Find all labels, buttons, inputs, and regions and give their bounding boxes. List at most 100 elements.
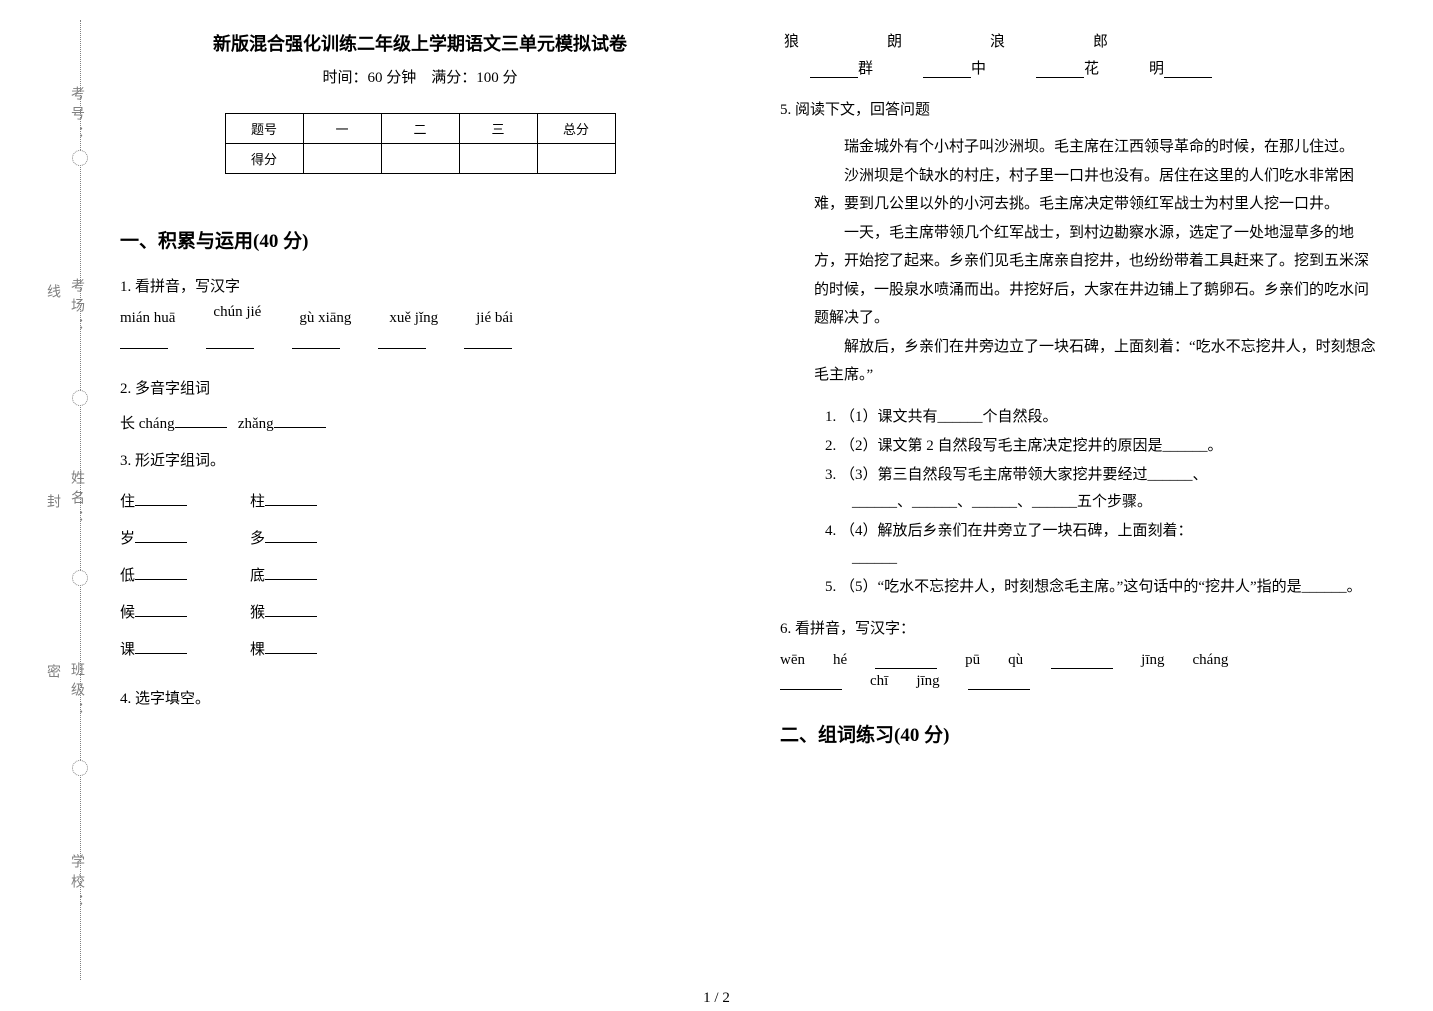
blank[interactable]: [1164, 64, 1212, 78]
score-h3: 三: [459, 114, 537, 144]
suffix: 群: [858, 57, 873, 78]
pinyin: xuě jǐng: [389, 310, 438, 327]
blank[interactable]: [265, 603, 317, 617]
ring-icon: [72, 760, 88, 776]
score-row-label: 得分: [225, 144, 303, 174]
q3-cell: 候: [120, 601, 250, 622]
q3-grid: 住 柱 岁 多 低 底 候 猴 课 棵: [120, 484, 720, 665]
blank[interactable]: [206, 333, 254, 349]
pinyin: jié bái: [476, 310, 513, 327]
char: 候: [120, 605, 135, 621]
sub-q: （4）解放后乡亲们在井旁立了一块石碑，上面刻着： ______: [840, 518, 1380, 572]
char: 低: [120, 568, 135, 584]
sub-text: （4）解放后乡亲们在井旁立了一块石碑，上面刻着：: [840, 523, 1193, 539]
q5-reading: 瑞金城外有个小村子叫沙洲坝。毛主席在江西领导革命的时候，在那儿住过。 沙洲坝是个…: [814, 133, 1380, 390]
vlabel-kaochang: 考场：: [66, 278, 86, 338]
column-left: 新版混合强化训练二年级上学期语文三单元模拟试卷 时间：60 分钟 满分：100 …: [110, 30, 750, 970]
blank[interactable]: [265, 529, 317, 543]
q2-head: 2. 多音字组词: [120, 377, 720, 398]
vlabel-xingming: 姓名：: [66, 470, 86, 530]
q5-head: 5. 阅读下文，回答问题: [780, 98, 1380, 119]
blank[interactable]: [135, 640, 187, 654]
q3-cell: 柱: [250, 490, 380, 511]
q1-blanks: [120, 333, 720, 349]
q3-cell: 课: [120, 638, 250, 659]
opt-char: 郎: [1093, 30, 1108, 51]
vlabel-xuexiao: 学校：: [66, 854, 86, 914]
blank[interactable]: [780, 676, 842, 690]
score-cell[interactable]: [537, 144, 615, 174]
sub-text: （3）第三自然段写毛主席带领大家挖井要经过______、: [840, 467, 1208, 483]
blank[interactable]: [265, 492, 317, 506]
blank[interactable]: [464, 333, 512, 349]
blank[interactable]: [810, 64, 858, 78]
blank[interactable]: [265, 640, 317, 654]
blank[interactable]: [292, 333, 340, 349]
sub-q: （2）课文第 2 自然段写毛主席决定挖井的原因是______。: [840, 433, 1380, 460]
blank[interactable]: [265, 566, 317, 580]
char: 岁: [120, 531, 135, 547]
pinyin: wēn: [780, 652, 805, 669]
blank[interactable]: [120, 333, 168, 349]
q1-head: 1. 看拼音，写汉字: [120, 275, 720, 296]
char: 猴: [250, 605, 265, 621]
blank[interactable]: [1051, 655, 1113, 669]
blank[interactable]: [968, 676, 1030, 690]
q6-row2: chī jīng: [780, 673, 1380, 690]
char: 底: [250, 568, 265, 584]
sub-text: ______: [852, 550, 897, 566]
sub-q: （3）第三自然段写毛主席带领大家挖井要经过______、 ______、____…: [840, 462, 1380, 516]
suffix: 花: [1084, 57, 1099, 78]
page-body: 新版混合强化训练二年级上学期语文三单元模拟试卷 时间：60 分钟 满分：100 …: [110, 30, 1410, 970]
blank[interactable]: [135, 529, 187, 543]
q3-cell: 底: [250, 564, 380, 585]
page-footer: 1 / 2: [0, 990, 1433, 1007]
q4-fills: 群 中 花 明: [780, 57, 1380, 78]
q3-cell: 岁: [120, 527, 250, 548]
char: 多: [250, 531, 265, 547]
char: 棵: [250, 642, 265, 658]
pinyin: mián huā: [120, 310, 175, 327]
pinyin: cháng: [1193, 652, 1229, 669]
blank[interactable]: [274, 414, 326, 428]
score-cell[interactable]: [303, 144, 381, 174]
pinyin: qù: [1008, 652, 1023, 669]
blank[interactable]: [135, 566, 187, 580]
opt-char: 朗: [887, 30, 902, 51]
pinyin: chī: [870, 673, 888, 690]
q6-row1: wēn hé pū qù jīng cháng: [780, 652, 1380, 669]
blank[interactable]: [135, 603, 187, 617]
q2-a: 长 cháng: [120, 416, 175, 432]
q4-chars: 狼 朗 浪 郎: [780, 30, 1380, 51]
char: 课: [120, 642, 135, 658]
blank[interactable]: [175, 414, 227, 428]
blank[interactable]: [923, 64, 971, 78]
section-1-heading: 一、积累与运用(40 分): [120, 226, 720, 253]
blank[interactable]: [378, 333, 426, 349]
score-cell[interactable]: [459, 144, 537, 174]
blank[interactable]: [875, 655, 937, 669]
char: 住: [120, 494, 135, 510]
score-cell[interactable]: [381, 144, 459, 174]
ring-icon: [72, 150, 88, 166]
q3-cell: 猴: [250, 601, 380, 622]
q2-b: zhǎng: [238, 416, 274, 432]
score-h2: 二: [381, 114, 459, 144]
q3-cell: 低: [120, 564, 250, 585]
section-2-heading: 二、组词练习(40 分): [780, 720, 1380, 747]
opt-char: 浪: [990, 30, 1005, 51]
pinyin: jīng: [916, 673, 939, 690]
q3-cell: 住: [120, 490, 250, 511]
q6-head: 6. 看拼音，写汉字：: [780, 617, 1380, 638]
sub-q: （1）课文共有______个自然段。: [840, 404, 1380, 431]
para: 沙洲坝是个缺水的村庄，村子里一口井也没有。居住在这里的人们吃水非常困难，要到几公…: [814, 162, 1380, 219]
q3-cell: 棵: [250, 638, 380, 659]
blank[interactable]: [1036, 64, 1084, 78]
q4-head: 4. 选字填空。: [120, 687, 720, 708]
column-right: 狼 朗 浪 郎 群 中 花 明 5. 阅读下文，回答问题 瑞金城外有个小村子叫沙…: [750, 30, 1390, 970]
q3-cell: 多: [250, 527, 380, 548]
opt-char: 狼: [784, 30, 799, 51]
pinyin: gù xiāng: [299, 310, 351, 327]
vlabel-kaohao: 考号：: [66, 86, 86, 146]
blank[interactable]: [135, 492, 187, 506]
